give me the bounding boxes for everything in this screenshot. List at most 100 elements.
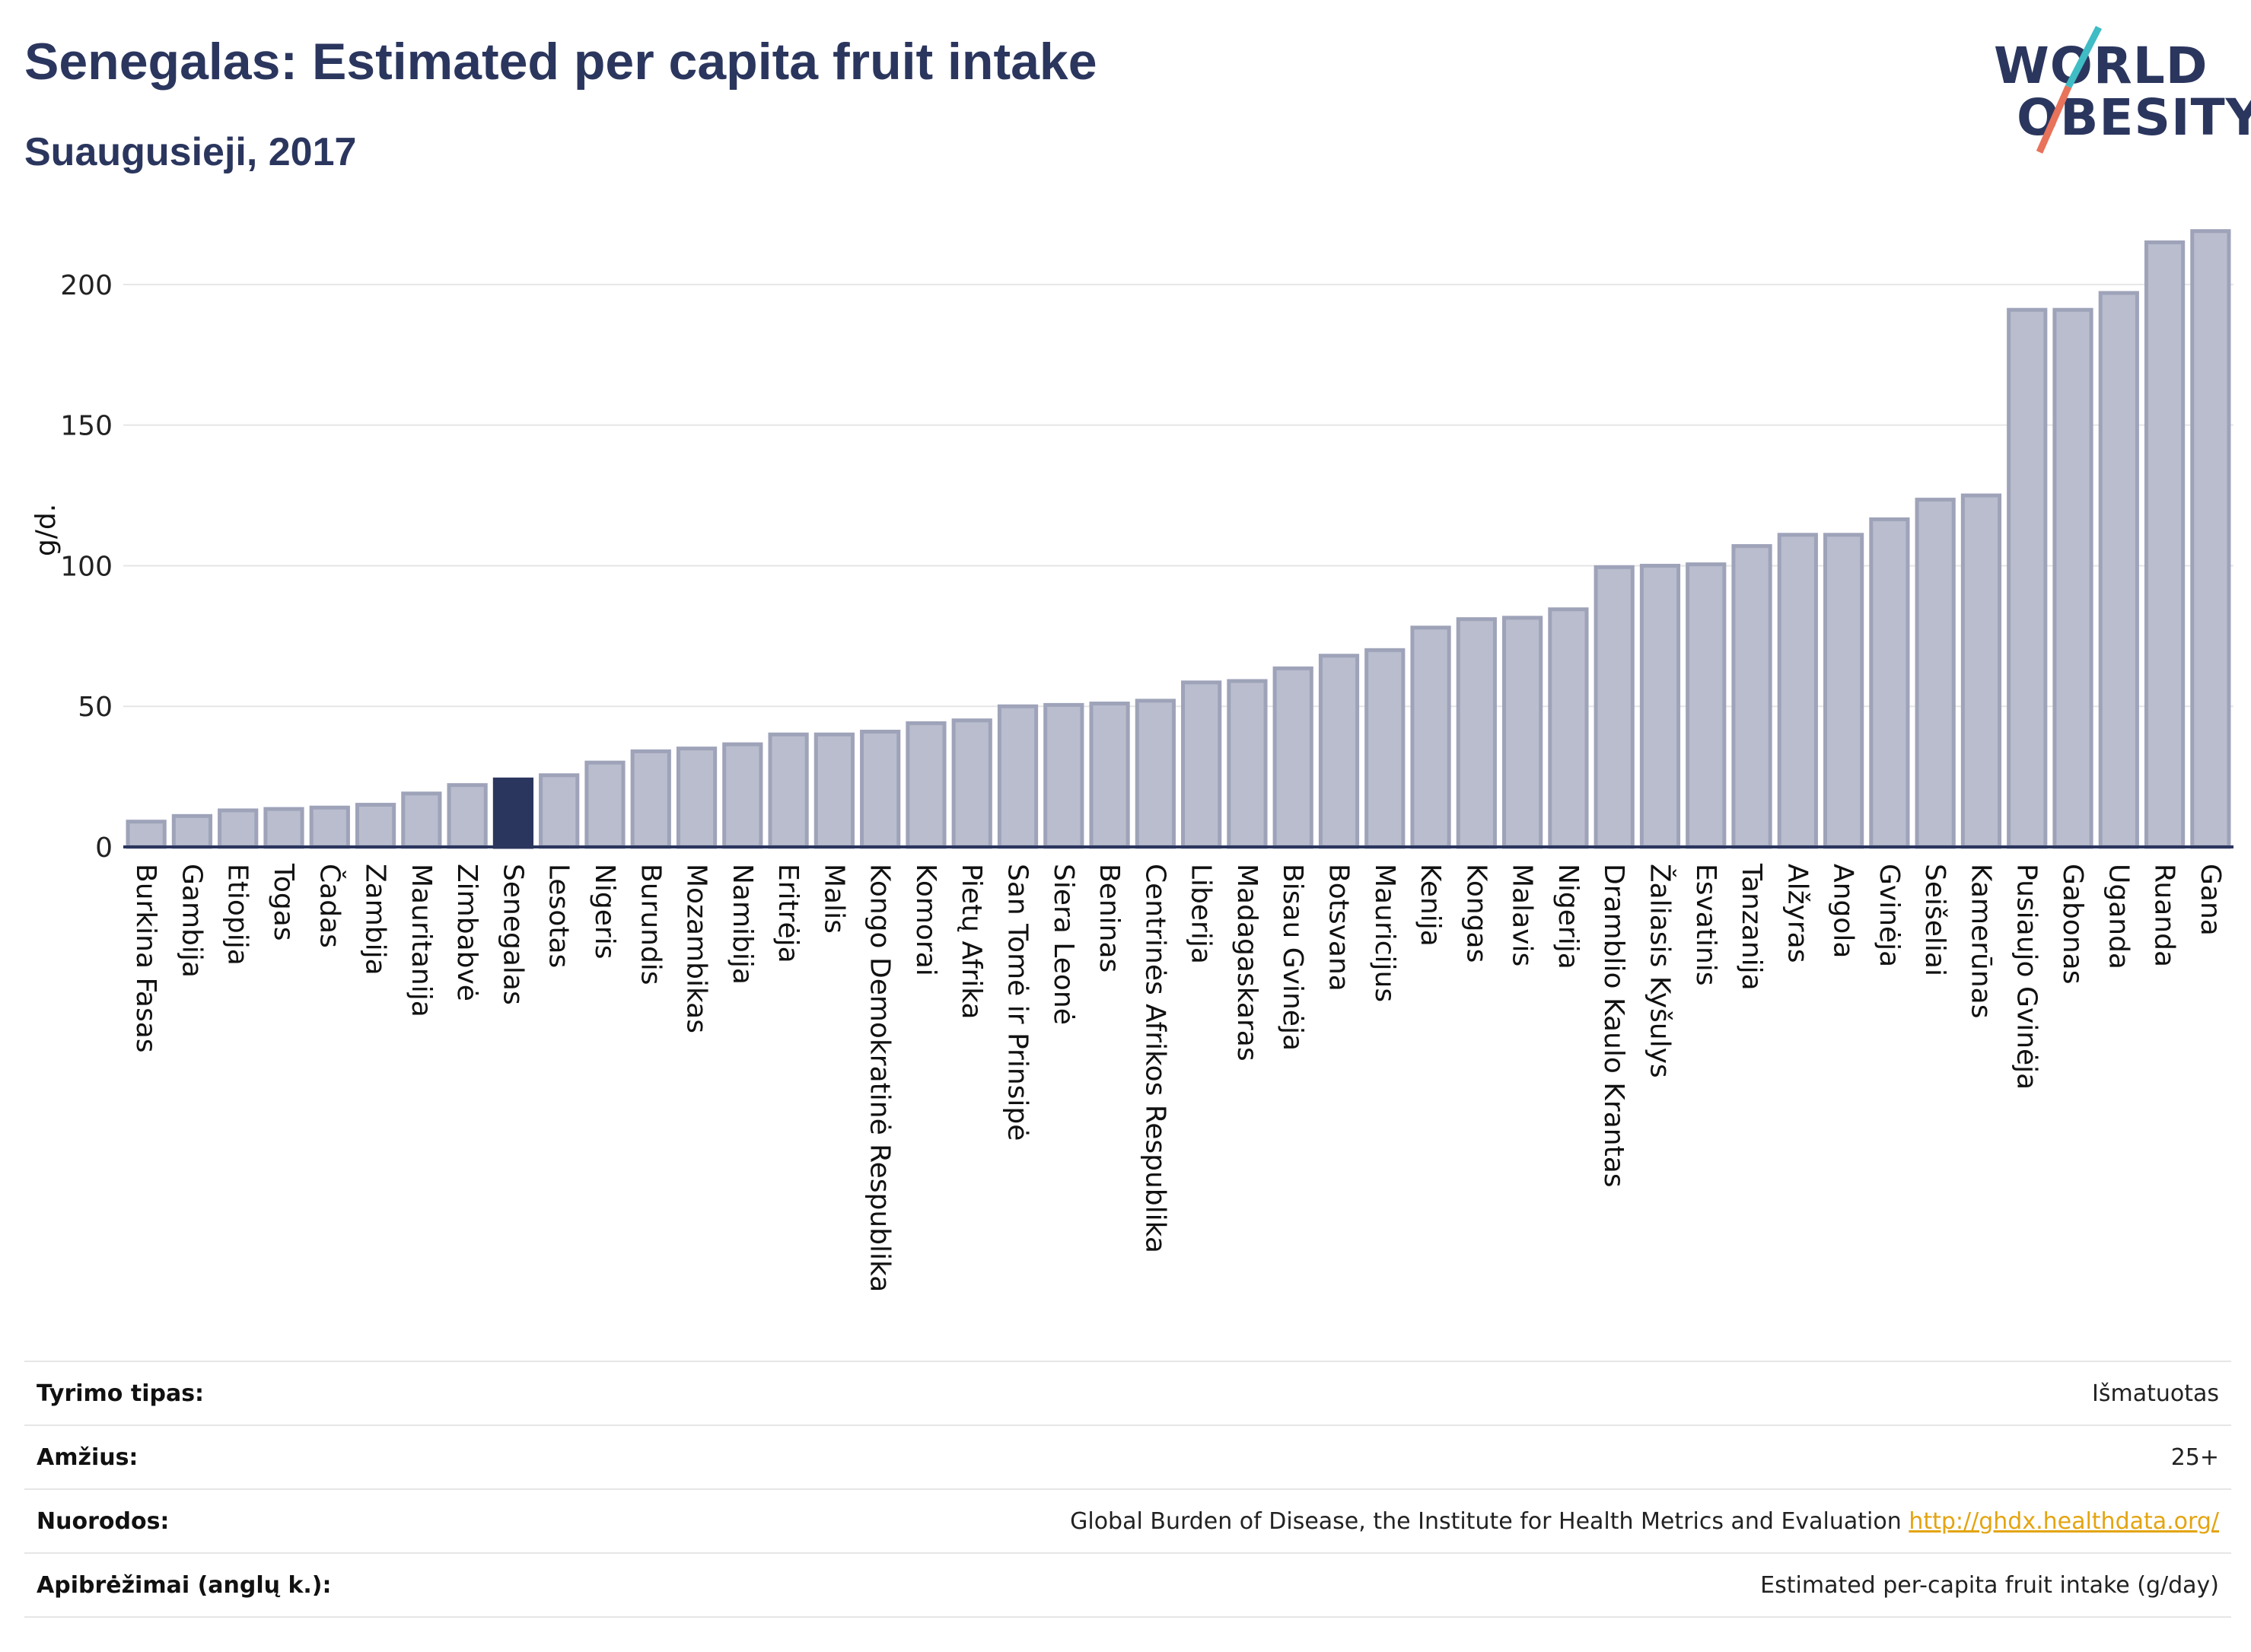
x-tick-label: Burkina Fasas bbox=[130, 864, 161, 1053]
bar-highlight bbox=[492, 777, 534, 849]
bar bbox=[1181, 680, 1222, 849]
x-tick-label: Eritrėja bbox=[772, 864, 804, 963]
meta-key: Amžius: bbox=[24, 1424, 505, 1490]
x-tick-label: San Tomė ir Prinsipė bbox=[1002, 864, 1033, 1141]
x-tick-label: Senegalas bbox=[497, 864, 528, 1005]
x-tick-label: Komorai bbox=[910, 864, 941, 976]
logo-word-world: WORLD bbox=[1994, 37, 2208, 95]
bar bbox=[1869, 517, 1910, 849]
meta-value: Išmatuotas bbox=[505, 1361, 2231, 1426]
x-tick-label: Esvatinis bbox=[1690, 864, 1721, 986]
meta-value-cell: Global Burden of Disease, the Institute … bbox=[505, 1488, 2231, 1554]
y-tick-label: 200 bbox=[60, 270, 113, 301]
x-tick-label: Lesotas bbox=[543, 864, 575, 968]
logo-slash-top bbox=[2065, 25, 2103, 89]
x-tick-label: Dramblio Kaulo Krantas bbox=[1598, 864, 1629, 1188]
bar bbox=[1823, 533, 1864, 849]
bar bbox=[676, 746, 718, 849]
bar bbox=[1410, 625, 1451, 849]
meta-value: 25+ bbox=[505, 1424, 2231, 1490]
y-axis-label: g/d. bbox=[30, 504, 62, 556]
bar bbox=[1364, 648, 1406, 849]
x-tick-label: Kongo Demokratinė Respublika bbox=[864, 864, 896, 1292]
x-tick-label: Gana bbox=[2195, 864, 2226, 936]
x-tick-label: Nigeris bbox=[589, 864, 620, 960]
x-tick-label: Siera Leonė bbox=[1048, 864, 1079, 1025]
x-tick-label: Togas bbox=[268, 863, 299, 941]
bar bbox=[1548, 607, 1589, 849]
x-tick-label: Etiopija bbox=[222, 864, 253, 966]
meta-row-age: Amžius: 25+ bbox=[24, 1424, 2231, 1490]
meta-key: Tyrimo tipas: bbox=[24, 1361, 505, 1426]
x-tick-label: Pietų Afrika bbox=[956, 864, 987, 1020]
bar bbox=[309, 805, 350, 849]
x-tick-label: Gvinėja bbox=[1874, 864, 1905, 967]
x-tick-label: Liberija bbox=[1186, 864, 1217, 964]
bar bbox=[722, 742, 763, 849]
bar bbox=[1318, 654, 1360, 849]
bar bbox=[1502, 616, 1543, 849]
bar bbox=[1135, 699, 1176, 849]
x-tick-label: Pusiaujo Gvinėja bbox=[2011, 864, 2042, 1090]
x-tick-label: Gambija bbox=[176, 864, 207, 978]
bar bbox=[2007, 307, 2048, 849]
meta-row-references: Nuorodos: Global Burden of Disease, the … bbox=[24, 1488, 2231, 1554]
x-tick-label: Centrinės Afrikos Respublika bbox=[1139, 864, 1170, 1253]
x-tick-label: Bisau Gvinėja bbox=[1277, 864, 1308, 1051]
x-tick-label: Burundis bbox=[635, 864, 666, 985]
meta-row-study-type: Tyrimo tipas: Išmatuotas bbox=[24, 1361, 2231, 1426]
bar bbox=[401, 791, 442, 849]
bar bbox=[1960, 493, 2002, 849]
x-tick-label: Mozambikas bbox=[681, 864, 712, 1033]
bar bbox=[1272, 666, 1313, 849]
logo-slash-icon bbox=[2036, 25, 2103, 154]
bar bbox=[171, 813, 213, 849]
bar bbox=[1089, 702, 1130, 849]
x-tick-label: Mauritanija bbox=[406, 864, 437, 1017]
bar bbox=[447, 783, 488, 849]
y-tick-label: 100 bbox=[60, 551, 113, 582]
x-tick-label: Kongas bbox=[1460, 864, 1492, 963]
bar bbox=[1686, 562, 1727, 849]
x-tick-label: Botsvana bbox=[1323, 864, 1354, 992]
y-tick-label: 150 bbox=[60, 411, 113, 442]
bar bbox=[1043, 702, 1084, 849]
bar bbox=[2144, 240, 2186, 849]
x-tick-label: Malis bbox=[818, 864, 849, 934]
meta-key: Nuorodos: bbox=[24, 1488, 505, 1554]
bar bbox=[1227, 679, 1268, 849]
x-tick-label: Ruanda bbox=[2149, 864, 2180, 967]
world-obesity-logo[interactable]: WORLD OBESITY bbox=[1986, 21, 2251, 166]
bar bbox=[1456, 617, 1497, 849]
meta-key: Apibrėžimai (anglų k.): bbox=[24, 1552, 505, 1618]
x-tick-label: Mauricijus bbox=[1369, 864, 1400, 1002]
meta-value: Global Burden of Disease, the Institute … bbox=[1070, 1507, 1902, 1535]
chart-title: Senegalas: Estimated per capita fruit in… bbox=[24, 33, 1097, 91]
bar bbox=[1731, 544, 1772, 849]
logo-slash-bottom bbox=[2036, 85, 2072, 154]
bar bbox=[584, 760, 626, 849]
bar-chart: 0 50 100 150 200 g/d. Burkina Fasas Gambija Etio… bbox=[30, 229, 2233, 1292]
x-tick-label: Nigerija bbox=[1552, 864, 1584, 969]
bar bbox=[906, 721, 947, 849]
x-tick-label: Zimbabvė bbox=[451, 864, 482, 1001]
bar bbox=[1639, 563, 1681, 849]
x-tick-label: Zambija bbox=[360, 864, 391, 976]
x-tick-label: Seišeliai bbox=[1919, 864, 1950, 976]
bar bbox=[126, 820, 167, 849]
x-tick-label: Beninas bbox=[1094, 864, 1125, 972]
bar bbox=[997, 704, 1039, 849]
x-tick-label: Madagaskaras bbox=[1231, 864, 1262, 1062]
bar bbox=[263, 807, 304, 849]
meta-row-definitions: Apibrėžimai (anglų k.): Estimated per-ca… bbox=[24, 1552, 2231, 1618]
x-tick-label: Žaliasis Kyšulys bbox=[1644, 864, 1676, 1078]
reference-link[interactable]: http://ghdx.healthdata.org/ bbox=[1909, 1507, 2219, 1535]
meta-value: Estimated per-capita fruit intake (g/day… bbox=[505, 1552, 2231, 1618]
bar bbox=[2052, 307, 2093, 849]
x-tick-label: Uganda bbox=[2103, 864, 2134, 969]
bar bbox=[2190, 229, 2231, 849]
bar bbox=[630, 749, 671, 849]
x-tick-label: Kamerūnas bbox=[1965, 864, 1996, 1019]
bar bbox=[951, 718, 992, 849]
